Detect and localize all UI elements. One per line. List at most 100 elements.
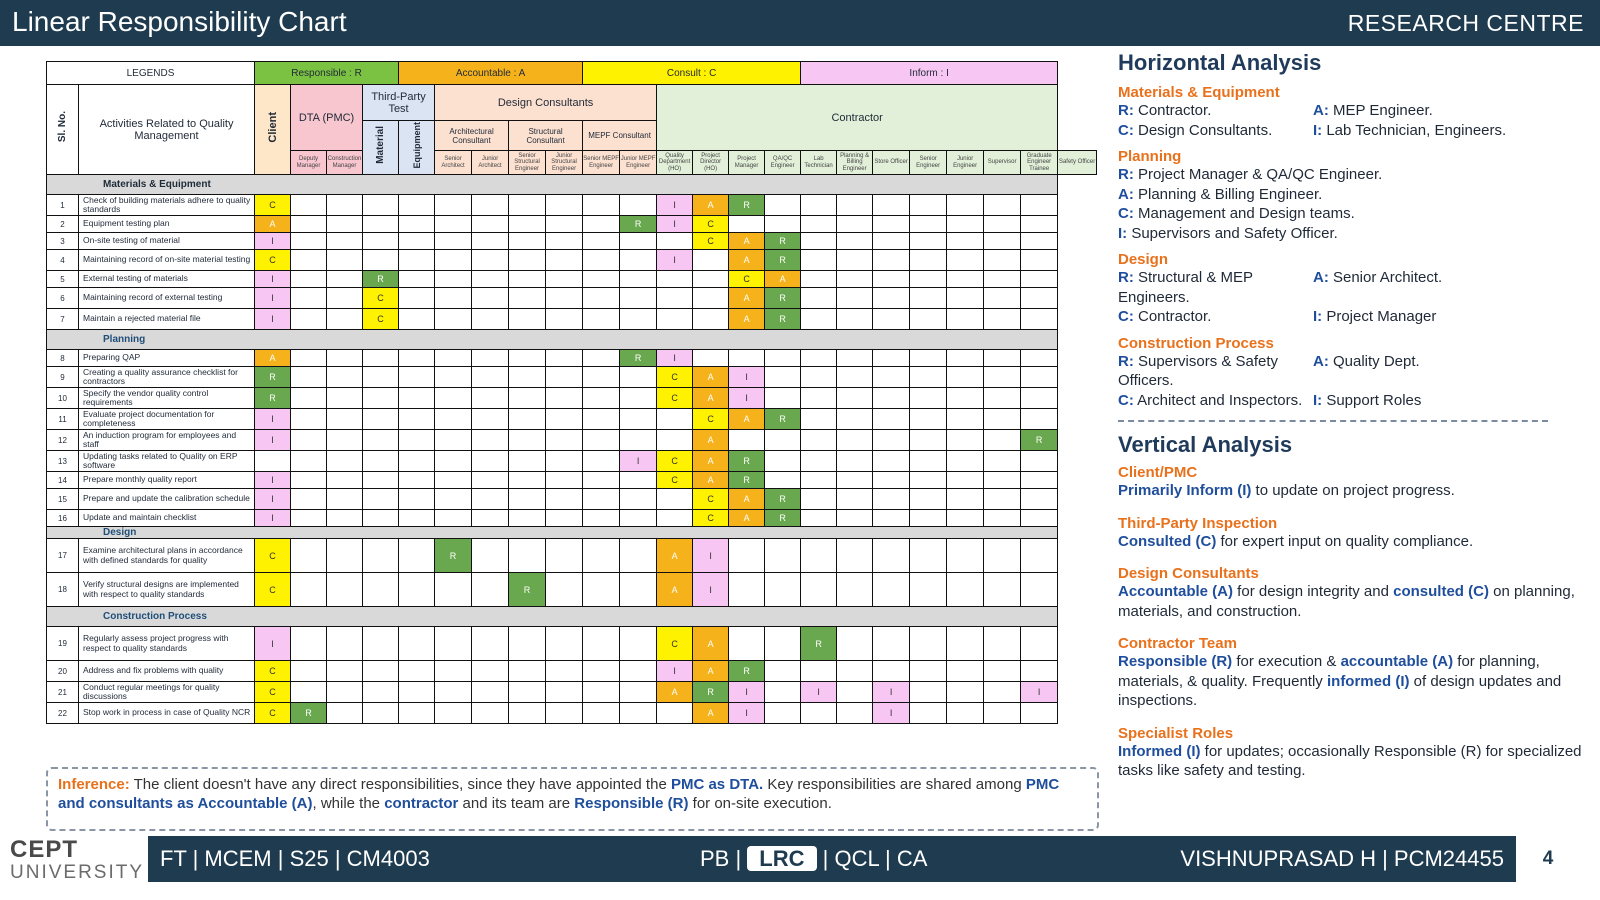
activity-name: Stop work in process in case of Quality …	[77, 702, 256, 724]
raci-cell	[946, 702, 985, 724]
raci-cell: C	[254, 572, 292, 607]
raci-cell	[582, 408, 621, 430]
raci-cell	[434, 194, 473, 216]
university-logo: CEPT UNIVERSITY	[10, 836, 145, 884]
raci-cell: R	[619, 215, 658, 233]
raci-cell	[508, 387, 547, 409]
raci-cell	[434, 249, 473, 271]
raci-cell	[434, 572, 473, 607]
role-text: Design Consultants.	[1133, 121, 1273, 139]
raci-cell: A	[728, 509, 766, 527]
raci-cell	[545, 702, 584, 724]
raci-cell: A	[692, 626, 730, 661]
raci-cell: R	[254, 387, 292, 409]
raci-cell	[326, 488, 364, 510]
raci-cell: R	[764, 232, 802, 250]
raci-cell: A	[692, 387, 730, 409]
analysis-category: Construction Process	[1118, 334, 1274, 352]
raci-cell	[764, 349, 802, 367]
raci-cell: I	[254, 509, 292, 527]
sl-no-header: Sl. No.	[46, 84, 79, 175]
activity-name: Preparing QAP	[77, 349, 256, 367]
raci-cell	[692, 349, 730, 367]
raci-cell	[362, 408, 400, 430]
raci-cell	[398, 681, 436, 703]
raci-cell	[362, 349, 400, 367]
table-row: 22 Stop work in process in case of Qualit…	[46, 702, 1097, 724]
activity-name: External testing of materials	[77, 270, 256, 288]
raci-cell	[1020, 626, 1059, 661]
table-row: 21 Conduct regular meetings for quality d…	[46, 681, 1097, 703]
raci-cell	[909, 488, 948, 510]
raci-cell: C	[254, 538, 292, 573]
raci-cell	[582, 387, 621, 409]
analysis-line: I: Supervisors and Safety Officer.	[1118, 224, 1588, 244]
raci-cell	[983, 366, 1022, 388]
table-row: 5 External testing of materials I R C A	[46, 270, 1097, 288]
raci-cell	[290, 287, 328, 309]
raci-cell	[471, 509, 510, 527]
analysis-line: R: Project Manager & QA/QC Engineer.	[1118, 165, 1588, 185]
tpi-equipment-header: Equipment	[398, 120, 436, 175]
raci-cell	[326, 270, 364, 288]
role-key: R:	[1118, 166, 1134, 183]
raci-cell	[1020, 488, 1059, 510]
raci-cell	[471, 471, 510, 489]
raci-cell	[800, 308, 838, 330]
raci-cell: A	[692, 660, 730, 682]
raci-cell: R	[692, 681, 730, 703]
role-text: Quality Dept.	[1328, 352, 1420, 370]
analysis-panel: Horizontal Analysis Materials & Equipmen…	[1118, 50, 1588, 781]
raci-cell	[398, 538, 436, 573]
role-key: A:	[1313, 102, 1329, 119]
raci-cell	[909, 471, 948, 489]
raci-cell	[1020, 702, 1059, 724]
raci-cell	[872, 450, 911, 472]
raci-cell	[764, 215, 802, 233]
client-header: Client	[254, 84, 292, 175]
raci-cell	[398, 471, 436, 489]
raci-cell	[1020, 215, 1059, 233]
raci-cell	[508, 270, 547, 288]
row-number: 22	[46, 702, 79, 724]
raci-cell: I	[728, 702, 766, 724]
raci-cell	[946, 626, 985, 661]
course-code: FT | MCEM | S25 | CM4003	[160, 846, 430, 871]
inference-text: The client doesn't have any direct respo…	[129, 776, 671, 793]
raci-cell	[619, 626, 658, 661]
analysis-line: A: Planning & Billing Engineer.	[1118, 185, 1588, 205]
raci-cell	[764, 366, 802, 388]
raci-cell	[872, 270, 911, 288]
activity-name: Specify the vendor quality control requi…	[77, 387, 256, 409]
raci-cell	[909, 232, 948, 250]
raci-cell	[362, 509, 400, 527]
raci-cell	[545, 572, 584, 607]
raci-cell: I	[656, 349, 694, 367]
raci-cell	[582, 488, 621, 510]
raci-cell	[362, 194, 400, 216]
raci-cell	[983, 538, 1022, 573]
raci-cell	[946, 572, 985, 607]
raci-cell	[398, 194, 436, 216]
raci-cell	[582, 572, 621, 607]
raci-cell: C	[692, 509, 730, 527]
table-row: 7 Maintain a rejected material file I C A R	[46, 308, 1097, 330]
raci-cell: I	[728, 681, 766, 703]
raci-cell	[545, 626, 584, 661]
raci-cell: C	[728, 270, 766, 288]
raci-cell	[983, 660, 1022, 682]
raci-cell	[872, 215, 911, 233]
raci-cell	[326, 660, 364, 682]
row-number: 3	[46, 232, 79, 250]
raci-cell	[800, 660, 838, 682]
raci-cell	[545, 387, 584, 409]
role-text: Structural & MEP Engineers.	[1118, 269, 1253, 306]
role-header: Senior Architect	[434, 150, 473, 175]
raci-cell	[946, 249, 985, 271]
raci-cell	[946, 681, 985, 703]
activity-name: On-site testing of material	[77, 232, 256, 250]
raci-cell: I	[254, 408, 292, 430]
raci-cell: I	[656, 215, 694, 233]
raci-cell: I	[254, 488, 292, 510]
raci-cell	[545, 366, 584, 388]
